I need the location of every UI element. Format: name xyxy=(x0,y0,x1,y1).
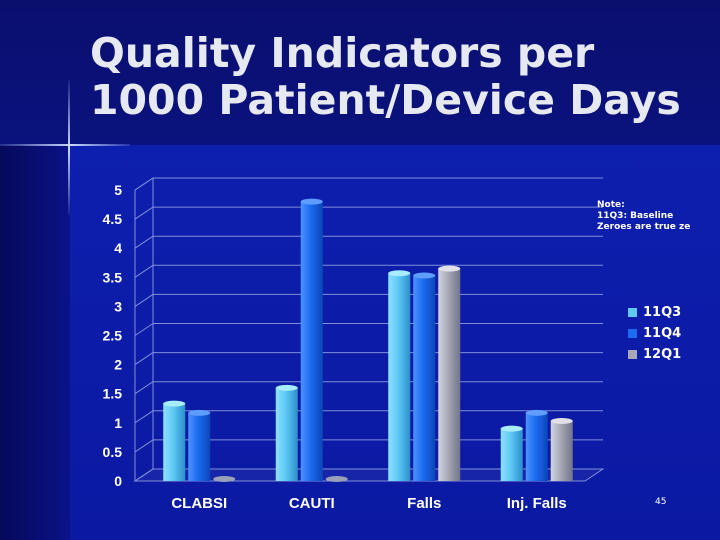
slide-title: Quality Indicators per 1000 Patient/Devi… xyxy=(90,30,700,124)
y-tick-label: 0.5 xyxy=(103,444,123,460)
bar-cauti-11q4 xyxy=(300,201,323,481)
gridline-diagonal xyxy=(134,264,154,278)
y-tick-label: 4 xyxy=(114,240,122,256)
legend-label-11q4: 11Q4 xyxy=(643,326,682,341)
bar-cauti-11q4-top xyxy=(300,198,323,205)
gridline-diagonal xyxy=(134,381,154,395)
bar-falls-11q3 xyxy=(388,273,411,481)
legend-item-12q1: 12Q1 xyxy=(628,344,708,365)
legend-swatch-12q1 xyxy=(628,350,637,359)
bar-falls-11q4-top xyxy=(413,272,436,279)
gridline-diagonal xyxy=(134,410,154,424)
slide-title-line-1: Quality Indicators per xyxy=(90,29,595,77)
bar-clabsi-12q1-zero xyxy=(213,476,236,482)
gridline-diagonal xyxy=(134,177,154,191)
legend-swatch-11q3 xyxy=(628,308,637,317)
gridline-diagonal xyxy=(134,323,154,336)
y-tick-label: 5 xyxy=(114,182,122,198)
gridline-diagonal xyxy=(134,293,154,307)
decorative-vertical-line xyxy=(68,80,70,215)
legend-label-11q3: 11Q3 xyxy=(643,305,682,320)
y-tick-label: 3.5 xyxy=(103,269,123,285)
x-tick-label: Inj. Falls xyxy=(507,495,567,512)
chart-note: Note: 11Q3: Baseline Zeroes are true ze xyxy=(597,200,715,233)
x-tick-label: CLABSI xyxy=(171,495,227,512)
chart-legend: 11Q3 11Q4 12Q1 xyxy=(628,302,708,365)
y-tick-label: 1.5 xyxy=(103,386,123,402)
decorative-horizontal-line xyxy=(0,144,130,146)
page-number: 45 xyxy=(655,497,667,507)
y-tick-label: 3 xyxy=(114,298,122,314)
slide-title-line-2: 1000 Patient/Device Days xyxy=(90,76,681,124)
bar-falls-12q1 xyxy=(438,268,461,481)
bar-falls-11q4 xyxy=(413,275,436,481)
bar-cauti-11q3-top xyxy=(275,384,298,391)
y-tick-label: 0 xyxy=(114,473,122,489)
gridline-diagonal xyxy=(134,468,154,482)
legend-label-12q1: 12Q1 xyxy=(643,347,682,362)
y-tick-label: 2 xyxy=(114,357,122,373)
bar-inj-falls-12q1-top xyxy=(550,418,573,425)
y-tick-label: 1 xyxy=(114,415,122,431)
bar-clabsi-11q3 xyxy=(163,403,186,481)
legend-swatch-11q4 xyxy=(628,329,637,338)
gridline-diagonal xyxy=(134,206,154,220)
y-tick-label: 4.5 xyxy=(103,211,123,227)
gridline-diagonal xyxy=(134,439,154,453)
legend-item-11q4: 11Q4 xyxy=(628,323,708,344)
bar-clabsi-11q4-top xyxy=(188,409,211,416)
note-line-1: Note: xyxy=(597,200,625,210)
gridline-diagonal xyxy=(134,352,154,366)
note-line-2: 11Q3: Baseline xyxy=(597,211,674,221)
bar-inj-falls-12q1 xyxy=(550,421,573,481)
x-tick-label: CAUTI xyxy=(289,495,335,512)
bar-cauti-11q3 xyxy=(275,387,298,481)
note-line-3: Zeroes are true ze xyxy=(597,222,691,232)
bar-cauti-12q1-zero xyxy=(325,476,348,482)
bar-clabsi-11q4 xyxy=(188,412,211,481)
bar-inj-falls-11q4 xyxy=(525,412,548,481)
bar-falls-11q3-top xyxy=(388,270,411,277)
legend-item-11q3: 11Q3 xyxy=(628,302,708,323)
bar-inj-falls-11q3 xyxy=(500,428,523,481)
bar-falls-12q1-top xyxy=(438,265,461,272)
y-tick-label: 2.5 xyxy=(103,328,123,344)
gridline-diagonal xyxy=(134,235,154,249)
bar-clabsi-11q3-top xyxy=(163,400,186,407)
bar-inj-falls-11q4-top xyxy=(525,409,548,416)
bar-inj-falls-11q3-top xyxy=(500,425,523,432)
left-band xyxy=(0,145,70,540)
x-tick-label: Falls xyxy=(407,495,441,512)
